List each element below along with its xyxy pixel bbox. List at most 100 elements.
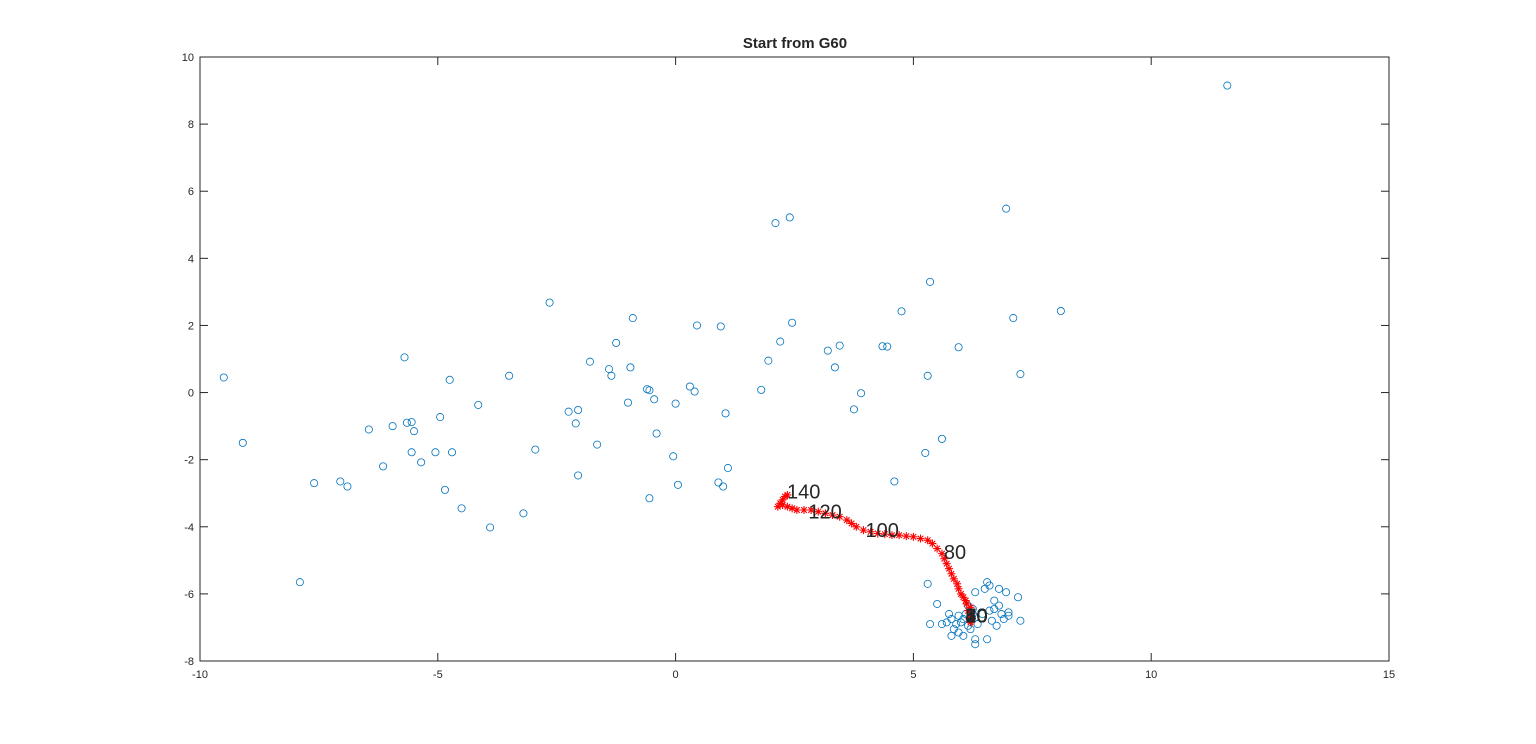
data-point bbox=[926, 277, 935, 286]
data-point bbox=[310, 479, 319, 488]
y-tick-label: -2 bbox=[184, 455, 194, 467]
x-tick-label: 10 bbox=[1145, 669, 1157, 681]
data-point bbox=[937, 434, 946, 443]
trajectory-point bbox=[788, 504, 797, 513]
data-point bbox=[417, 458, 426, 467]
data-point bbox=[1004, 611, 1013, 620]
asterisk-mark bbox=[859, 526, 868, 535]
data-point bbox=[593, 440, 602, 449]
data-point bbox=[574, 406, 583, 415]
trajectory-point bbox=[783, 502, 792, 511]
data-point bbox=[400, 353, 409, 362]
data-point bbox=[457, 504, 466, 513]
data-point bbox=[995, 584, 1004, 593]
iteration-label: 30 bbox=[965, 606, 987, 628]
data-point bbox=[645, 494, 654, 503]
asterisk-mark bbox=[964, 606, 973, 615]
data-point bbox=[652, 429, 661, 438]
asterisk-mark bbox=[959, 593, 968, 602]
trajectory-point bbox=[880, 530, 889, 539]
asterisk-mark bbox=[916, 534, 925, 543]
asterisk-mark bbox=[909, 532, 918, 541]
trajectory-point bbox=[873, 529, 882, 538]
trajectory-point bbox=[961, 596, 970, 605]
trajectory-point bbox=[842, 516, 851, 525]
data-point bbox=[992, 621, 1001, 630]
data-point bbox=[474, 400, 483, 409]
trajectory-point bbox=[902, 532, 911, 541]
iteration-label: 60 bbox=[965, 606, 987, 628]
axes-box bbox=[199, 56, 1390, 662]
data-point bbox=[995, 601, 1004, 610]
data-point bbox=[788, 318, 797, 327]
trajectory-point bbox=[776, 499, 785, 508]
data-points-layer bbox=[219, 81, 1232, 649]
asterisk-mark bbox=[880, 530, 889, 539]
data-point bbox=[723, 464, 732, 473]
data-point bbox=[571, 419, 580, 428]
asterisk-mark bbox=[842, 516, 851, 525]
data-point bbox=[947, 631, 956, 640]
chart-title: Start from G60 bbox=[743, 35, 847, 52]
data-point bbox=[985, 606, 994, 615]
data-point bbox=[690, 387, 699, 396]
data-point bbox=[830, 363, 839, 372]
data-point bbox=[407, 418, 416, 427]
data-point bbox=[388, 422, 397, 431]
data-point bbox=[669, 452, 678, 461]
data-point bbox=[878, 342, 887, 351]
data-point bbox=[628, 314, 637, 323]
data-point bbox=[716, 322, 725, 331]
x-tick-label: -10 bbox=[192, 669, 208, 681]
data-point bbox=[719, 482, 728, 491]
trajectory-point bbox=[947, 569, 956, 578]
trajectory-point bbox=[887, 531, 896, 540]
data-point bbox=[440, 485, 449, 494]
y-tick-label: 2 bbox=[188, 320, 194, 332]
data-point bbox=[564, 407, 573, 416]
data-point bbox=[1009, 314, 1018, 323]
data-point bbox=[785, 213, 794, 222]
trajectory-point bbox=[909, 532, 918, 541]
trajectory-point bbox=[967, 613, 976, 622]
data-point bbox=[985, 581, 994, 590]
asterisk-mark bbox=[956, 589, 965, 598]
data-point bbox=[605, 365, 614, 374]
data-point bbox=[1223, 81, 1232, 90]
asterisk-mark bbox=[902, 532, 911, 541]
data-point bbox=[671, 399, 680, 408]
trajectory-point bbox=[778, 495, 787, 504]
trajectory-point bbox=[866, 527, 875, 536]
asterisk-mark bbox=[961, 596, 970, 605]
asterisk-mark bbox=[940, 554, 949, 563]
data-point bbox=[757, 385, 766, 394]
data-point bbox=[947, 615, 956, 624]
data-point bbox=[445, 375, 454, 384]
data-point bbox=[1004, 608, 1013, 617]
data-point bbox=[971, 640, 980, 649]
asterisk-mark bbox=[792, 506, 801, 514]
trajectory-point bbox=[847, 519, 856, 528]
data-point bbox=[954, 611, 963, 620]
data-point bbox=[990, 596, 999, 605]
data-point bbox=[926, 620, 935, 629]
data-point bbox=[431, 448, 440, 457]
data-point bbox=[937, 620, 946, 629]
data-point bbox=[954, 628, 963, 637]
trajectory-point bbox=[916, 534, 925, 543]
axes bbox=[199, 56, 1390, 662]
data-point bbox=[336, 477, 345, 486]
data-point bbox=[585, 357, 594, 366]
data-point bbox=[1002, 588, 1011, 597]
asterisk-mark bbox=[953, 579, 962, 588]
data-point bbox=[959, 631, 968, 640]
data-point bbox=[519, 509, 528, 518]
asterisk-mark bbox=[954, 584, 963, 593]
data-point bbox=[897, 307, 906, 316]
data-point bbox=[971, 588, 980, 597]
trajectory-point bbox=[821, 509, 830, 518]
asterisk-mark bbox=[966, 603, 975, 612]
trajectory-point bbox=[835, 512, 844, 521]
